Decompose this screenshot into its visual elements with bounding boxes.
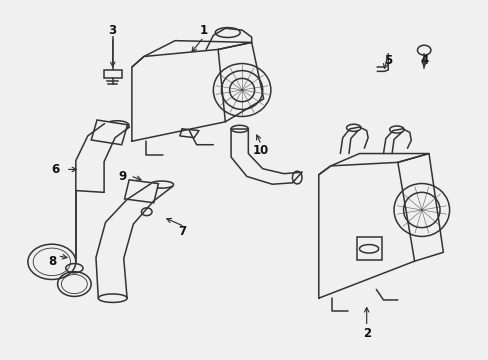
Text: 10: 10 [253,144,269,157]
Polygon shape [356,237,381,260]
Polygon shape [124,180,158,203]
Text: 6: 6 [51,163,59,176]
Text: 5: 5 [384,54,391,67]
Text: 2: 2 [362,327,370,340]
Text: 7: 7 [178,225,186,238]
Circle shape [141,208,152,216]
Text: 4: 4 [419,54,427,67]
Text: 3: 3 [108,23,117,37]
Circle shape [417,45,430,55]
Text: 9: 9 [118,170,126,183]
Polygon shape [103,70,122,78]
Text: 1: 1 [199,23,207,37]
Text: 8: 8 [49,255,57,267]
Polygon shape [91,120,127,145]
